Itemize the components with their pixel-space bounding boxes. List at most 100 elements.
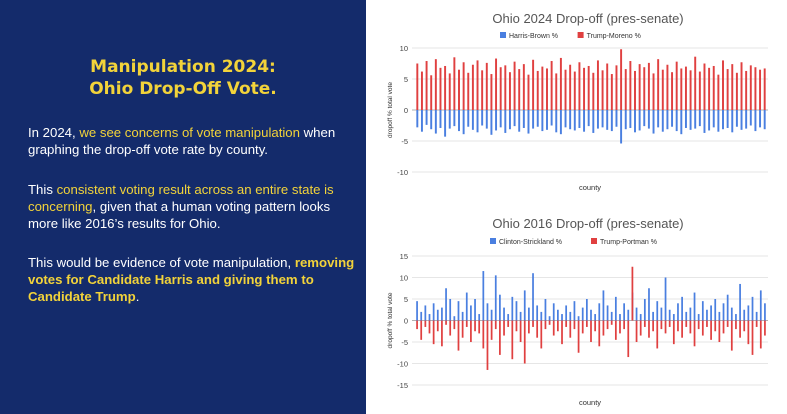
bar xyxy=(564,110,567,128)
bar xyxy=(712,110,715,128)
bar xyxy=(499,110,502,128)
bar xyxy=(499,67,502,110)
bar xyxy=(635,307,638,321)
bar xyxy=(490,320,493,340)
bar xyxy=(518,69,521,110)
p2-highlight: consistent voting result across an entir… xyxy=(28,182,334,214)
bar xyxy=(548,316,551,321)
charts-panel: Ohio 2024 Drop-off (pres-senate) Harris-B… xyxy=(366,0,787,414)
bar xyxy=(499,320,501,355)
bar xyxy=(677,320,679,332)
bar xyxy=(701,320,704,336)
y-tick-label: 0 xyxy=(404,317,408,326)
bar xyxy=(652,311,654,321)
bar xyxy=(755,320,758,327)
bar xyxy=(627,309,630,321)
bar xyxy=(722,110,724,130)
bar xyxy=(745,70,748,110)
bar xyxy=(759,320,762,349)
bar xyxy=(550,61,553,110)
bar xyxy=(677,303,679,321)
legend-swatch xyxy=(500,32,506,38)
bar xyxy=(706,320,708,327)
legend-swatch xyxy=(490,238,496,244)
bar xyxy=(490,309,493,321)
bar xyxy=(559,57,562,110)
bar xyxy=(672,314,675,321)
bar xyxy=(527,74,530,110)
bar xyxy=(565,320,568,327)
x-axis-label: county xyxy=(579,183,601,192)
y-tick-label: 5 xyxy=(404,295,408,304)
bar xyxy=(751,320,754,355)
bar xyxy=(420,320,423,340)
bar xyxy=(764,320,766,336)
bar xyxy=(759,69,762,110)
bar xyxy=(441,320,443,347)
bar xyxy=(712,65,715,110)
y-axis-label: dropoff % total vote xyxy=(387,82,394,138)
bar xyxy=(416,320,418,330)
bar xyxy=(577,316,580,321)
bar xyxy=(457,320,460,351)
bar xyxy=(445,320,447,325)
bar xyxy=(747,320,750,345)
bar xyxy=(508,110,511,130)
bar xyxy=(703,110,706,133)
bar xyxy=(482,320,485,349)
bar xyxy=(708,67,711,110)
chart-title: Ohio 2016 Drop-off (pres-senate) xyxy=(492,216,683,231)
bar xyxy=(461,311,464,321)
bar xyxy=(735,320,737,330)
bar xyxy=(474,299,476,321)
bar xyxy=(754,110,757,132)
bar xyxy=(494,320,497,330)
bar xyxy=(532,273,534,321)
bar xyxy=(519,311,522,321)
bar xyxy=(675,61,678,110)
bar xyxy=(424,320,427,327)
bar xyxy=(735,314,737,321)
bar xyxy=(598,303,601,321)
paragraph-3: This would be evidence of vote manipulat… xyxy=(28,254,358,305)
bar xyxy=(592,72,595,110)
bar xyxy=(631,266,634,321)
bar xyxy=(544,299,547,321)
bar xyxy=(647,62,650,110)
bar xyxy=(731,110,734,133)
bar xyxy=(587,65,590,110)
bar xyxy=(536,320,539,338)
bar xyxy=(638,110,641,131)
bar xyxy=(536,305,539,321)
bar xyxy=(565,305,568,321)
bar xyxy=(523,320,526,364)
bar xyxy=(515,320,518,332)
bar xyxy=(561,320,563,345)
bar xyxy=(764,303,766,321)
bar xyxy=(749,65,752,110)
p1-text-a: In 2024, xyxy=(28,125,80,140)
bar xyxy=(596,110,599,129)
bar xyxy=(606,110,609,130)
bar xyxy=(508,72,511,110)
bar xyxy=(416,301,418,321)
bar xyxy=(465,292,468,321)
bar xyxy=(522,110,525,128)
bar xyxy=(602,290,605,321)
bar xyxy=(671,110,674,127)
bar xyxy=(743,320,746,332)
bar xyxy=(425,61,428,110)
bar xyxy=(639,320,642,336)
bar xyxy=(619,320,621,334)
bar xyxy=(671,72,674,110)
bar xyxy=(550,110,553,126)
bar xyxy=(689,110,692,130)
bar xyxy=(634,70,636,110)
bar xyxy=(697,320,700,330)
bar xyxy=(513,61,516,110)
bar xyxy=(485,62,488,110)
bar xyxy=(731,64,734,110)
bar xyxy=(685,311,688,321)
bar xyxy=(495,58,498,110)
bar xyxy=(684,66,687,110)
